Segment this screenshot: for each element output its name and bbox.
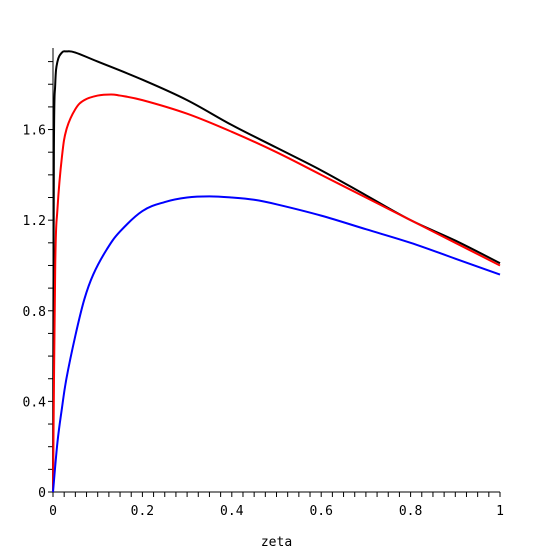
series-layer — [52, 50, 501, 493]
tick-labels: 0 0.4 0.8 1.2 1.6 0 0.2 0.4 0.6 0.8 1 — [23, 124, 504, 519]
x-axis-title: zeta — [261, 535, 292, 550]
x-tick-label: 0 — [49, 504, 57, 519]
y-tick-label: 1.2 — [23, 214, 46, 229]
y-tick-label: 0.8 — [23, 305, 46, 320]
x-minor-ticks — [52, 492, 501, 497]
x-tick-label: 0.4 — [220, 504, 244, 519]
axes — [48, 48, 501, 497]
x-tick-label: 0.6 — [309, 504, 332, 519]
x-tick-label: 1 — [496, 504, 504, 519]
series-line-black — [52, 50, 501, 493]
y-tick-label: 0.4 — [23, 395, 47, 410]
y-tick-label: 1.6 — [23, 124, 46, 139]
y-tick-label: 0 — [38, 486, 46, 501]
x-tick-label: 0.8 — [399, 504, 422, 519]
x-tick-label: 0.2 — [131, 504, 154, 519]
series-line-red — [52, 93, 501, 493]
series-line-blue — [52, 195, 501, 493]
y-minor-ticks — [48, 61, 53, 493]
